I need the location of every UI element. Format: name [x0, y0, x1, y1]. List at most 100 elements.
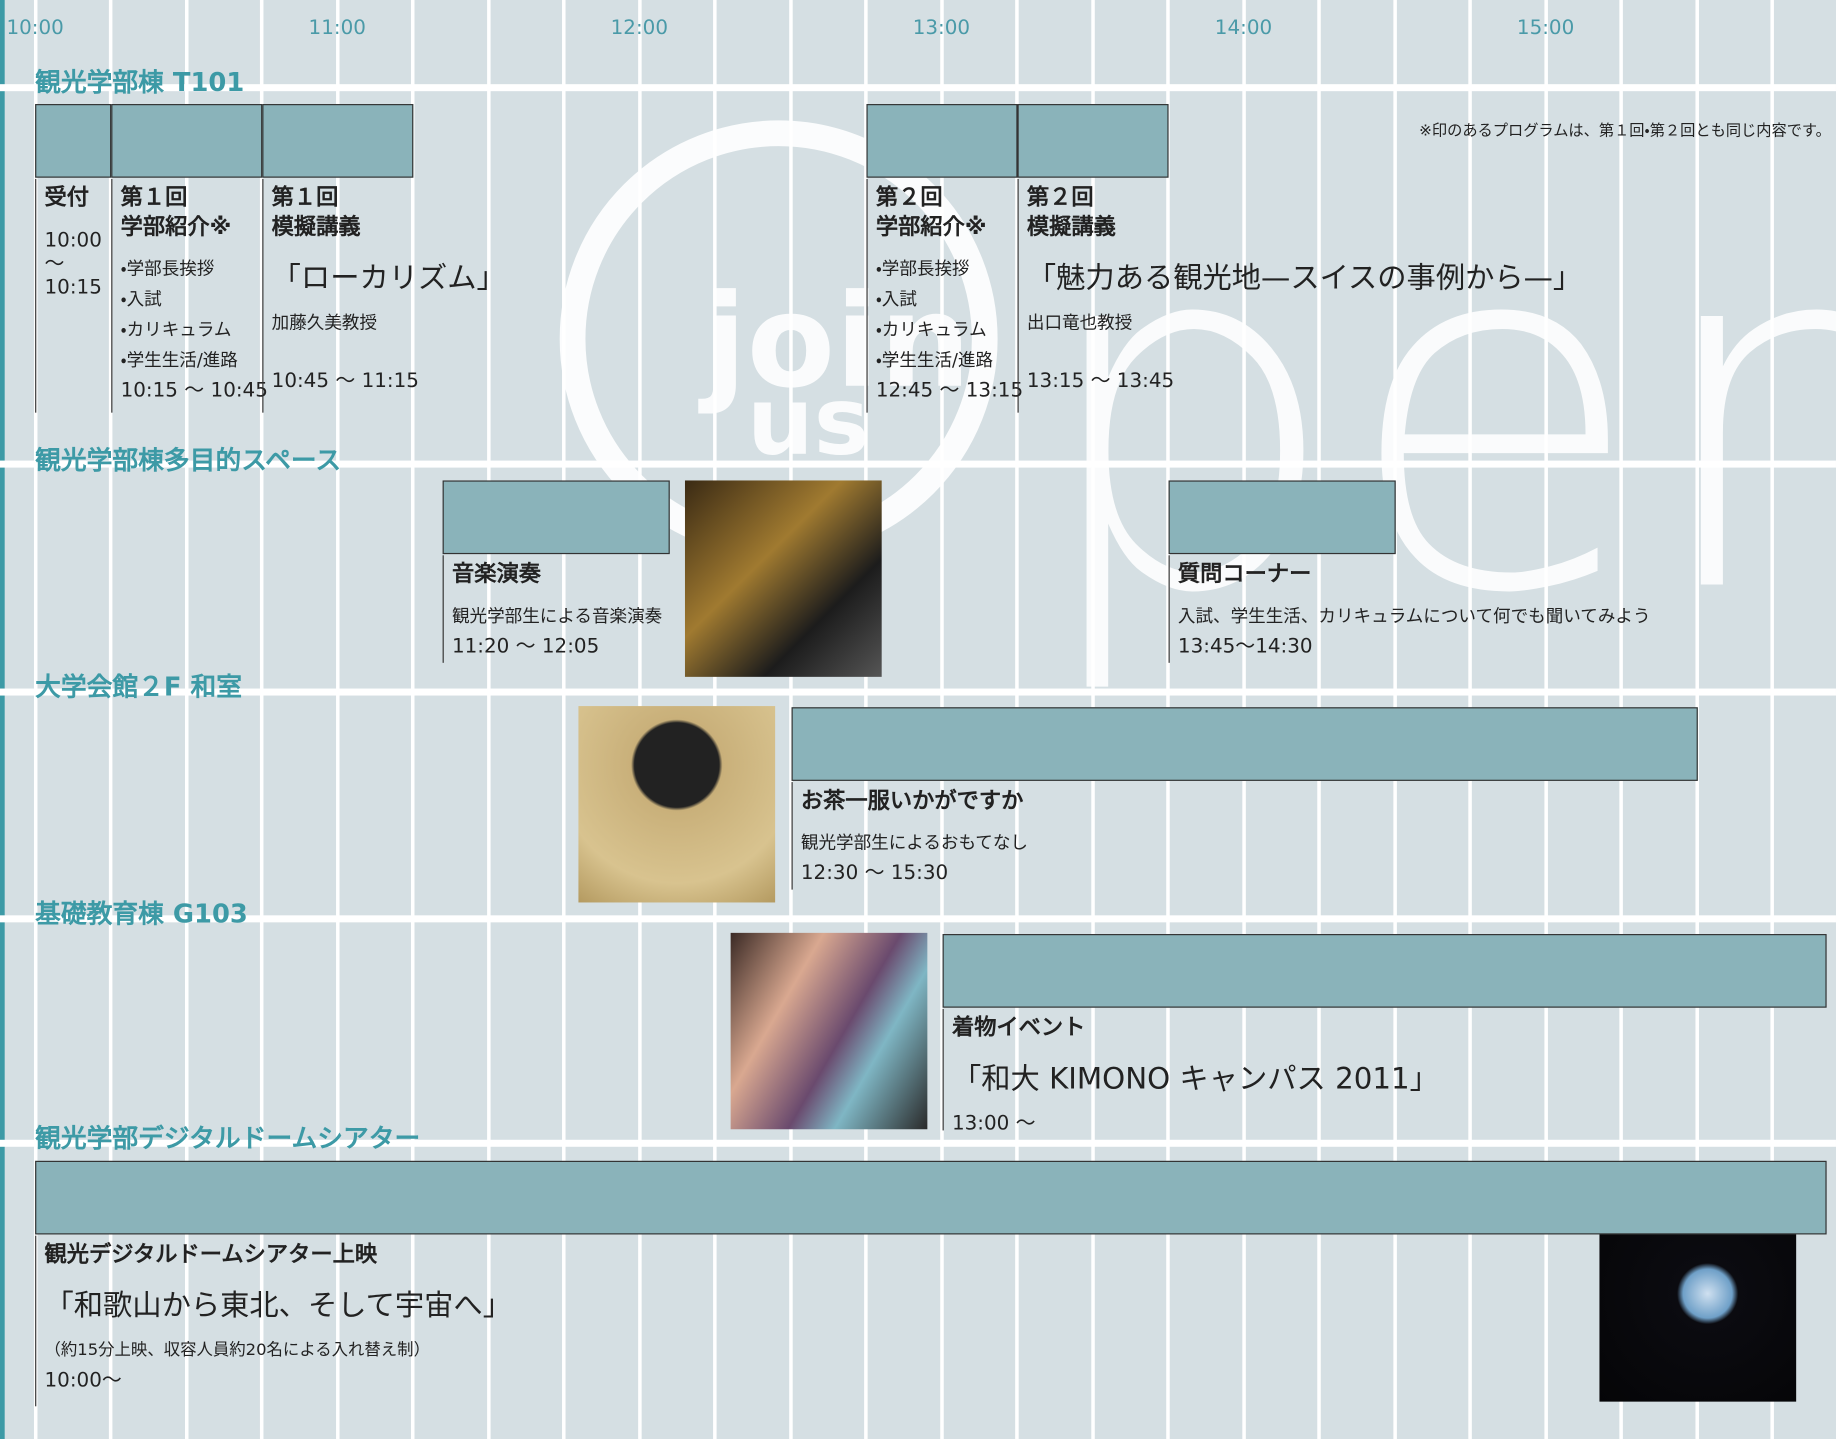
event-time: 10:00〜	[44, 1368, 122, 1393]
item: ・学部長挨拶	[120, 258, 215, 280]
photo-kimono	[730, 932, 928, 1130]
event-box	[1017, 104, 1169, 178]
grid-line	[259, 0, 264, 1439]
deco-join: join	[698, 268, 971, 417]
event-time: 〜	[44, 252, 65, 276]
event-heading: 受付	[44, 184, 90, 211]
time: 10:00 〜 10:15	[44, 229, 111, 299]
event-detail: 第１回 学部紹介※ ・学部長挨拶 ・入試 ・カリキュラム ・学生生活/進路 10:15 〜 …	[111, 178, 268, 413]
time: 12:45 〜 13:15	[875, 375, 1024, 405]
event-time: 10:00	[44, 229, 102, 253]
event-heading: 質問コーナー	[1177, 561, 1312, 587]
item: ・学生生活/進路	[120, 349, 238, 371]
event-detail: 受付 10:00 〜 10:15	[35, 178, 111, 413]
section-rule	[0, 688, 1836, 696]
event-detail: お茶一服いかがですか観光学部生によるおもてなし 12:30 〜 15:30	[791, 782, 1260, 890]
section-title: 観光学部棟多目的スペース	[35, 446, 342, 476]
photo-dome	[1599, 1205, 1797, 1402]
event-box	[35, 104, 112, 178]
time: 10:00〜	[44, 1365, 620, 1395]
event-heading: 着物イベント	[951, 1014, 1086, 1041]
event-box	[442, 480, 670, 555]
time: 10:45 〜 11:15	[271, 366, 419, 396]
event-detail: 第１回 模擬講義「ローカリズム」加藤久美教授 10:45 〜 11:15	[262, 178, 506, 413]
hour-label: 13:00	[912, 16, 971, 40]
event-detail: 音楽演奏 観光学部生による音楽演奏 11:20 〜 12:05	[442, 555, 677, 663]
event-detail: 着物イベント「和大 KIMONO キャンパス 2011」 13:00 〜	[942, 1008, 1528, 1135]
event-desc: （約15分上映、収容人員約20名による入れ替え制）	[44, 1340, 430, 1360]
event-time: 10:15	[44, 275, 102, 300]
time: 13:45〜14:30	[1178, 631, 1696, 661]
event-heading: 模擬講義	[271, 213, 361, 240]
event-desc: 観光学部生によるおもてなし	[800, 832, 1028, 854]
time: 13:15 〜 13:45	[1027, 366, 1603, 396]
lecture-title: 「和歌山から東北、そして宇宙へ」	[44, 1288, 512, 1323]
event-detail: 観光デジタルドームシアター上映「和歌山から東北、そして宇宙へ」 （約15分上映、収…	[35, 1235, 620, 1407]
photo-music	[684, 480, 882, 677]
photo-tea	[578, 706, 776, 903]
event-heading: お茶一服いかがですか	[800, 787, 1024, 814]
time: 11:20 〜 12:05	[452, 631, 677, 661]
deco-open: pen	[1030, 129, 1836, 701]
grid-line	[562, 0, 566, 1439]
event-time: 12:30 〜 15:30	[800, 861, 949, 885]
event-heading: 第２回	[875, 184, 943, 211]
item: ・カリキュラム	[120, 319, 232, 341]
item: ・学生生活/進路	[875, 349, 994, 371]
grid-line	[184, 0, 188, 1439]
item: ・学部長挨拶	[875, 258, 970, 280]
event-heading: 学部紹介※	[120, 213, 232, 240]
lecturer: 加藤久美教授	[271, 312, 378, 334]
time: 12:30 〜 15:30	[801, 858, 1260, 888]
grid-line	[1770, 0, 1774, 1439]
event-box	[262, 104, 414, 178]
event-heading: 観光デジタルドームシアター上映	[44, 1241, 378, 1268]
grid-line	[410, 0, 415, 1439]
item-list: ・学部長挨拶 ・入試 ・カリキュラム ・学生生活/進路	[121, 254, 263, 376]
section-title: 基礎教育棟 G103	[35, 900, 248, 930]
event-desc: 観光学部生による音楽演奏	[451, 605, 663, 627]
item: ・カリキュラム	[875, 319, 987, 341]
event-time: 10:15 〜 10:45	[120, 378, 268, 403]
item: ・入試	[875, 288, 917, 310]
hour-label: 14:00	[1214, 16, 1273, 40]
event-detail: 質問コーナー 入試、学生生活、カリキュラムについて何でも聞いてみよう 13:45〜1…	[1168, 555, 1696, 663]
event-time: 12:45 〜 13:15	[875, 378, 1024, 403]
event-time: 13:00 〜	[951, 1111, 1036, 1136]
section-rule	[0, 1139, 1836, 1147]
event-time: 10:45 〜 11:15	[271, 369, 419, 393]
event-box	[35, 1160, 1827, 1235]
deco-us: us	[747, 368, 869, 477]
event-heading: 学部紹介※	[875, 213, 987, 240]
event-time: 11:20 〜 12:05	[451, 634, 600, 659]
lecture-title: 「ローカリズム」	[271, 260, 506, 295]
section-rule	[0, 915, 1836, 923]
time: 13:00 〜	[952, 1108, 1528, 1138]
grid-line	[788, 0, 793, 1439]
time: 10:15 〜 10:45	[120, 375, 268, 405]
event-box	[942, 934, 1827, 1008]
item-list: ・学部長挨拶 ・入試・カリキュラム ・学生生活/進路	[876, 254, 1018, 376]
event-heading: 第１回	[120, 184, 188, 211]
grid-line	[335, 0, 339, 1439]
note: ※印のあるプログラムは、第１回・第２回とも同じ内容です。	[1419, 122, 1831, 141]
section-title: 観光学部棟 T101	[35, 68, 245, 99]
event-heading: 第１回	[271, 184, 339, 211]
event-box	[1168, 480, 1396, 555]
section-rule	[0, 460, 1836, 468]
event-heading: 模擬講義	[1026, 213, 1116, 240]
lecturer: 出口竜也教授	[1026, 312, 1133, 334]
hour-label: 11:00	[308, 16, 366, 40]
section-title: 観光学部デジタルドームシアター	[35, 1124, 421, 1154]
hour-label: 10:00	[6, 16, 64, 40]
grid-line	[108, 0, 113, 1439]
event-detail: 第２回 学部紹介※ ・学部長挨拶 ・入試 ・カリキュラム ・学生生活/進路 12:45 〜 …	[866, 178, 1024, 413]
hour-label: 12:00	[610, 16, 668, 40]
event-time: 13:15 〜 13:45	[1026, 369, 1175, 393]
lecture-title: 「和大 KIMONO キャンパス 2011」	[951, 1061, 1439, 1096]
event-box	[111, 104, 263, 178]
left-border	[0, 0, 5, 1439]
